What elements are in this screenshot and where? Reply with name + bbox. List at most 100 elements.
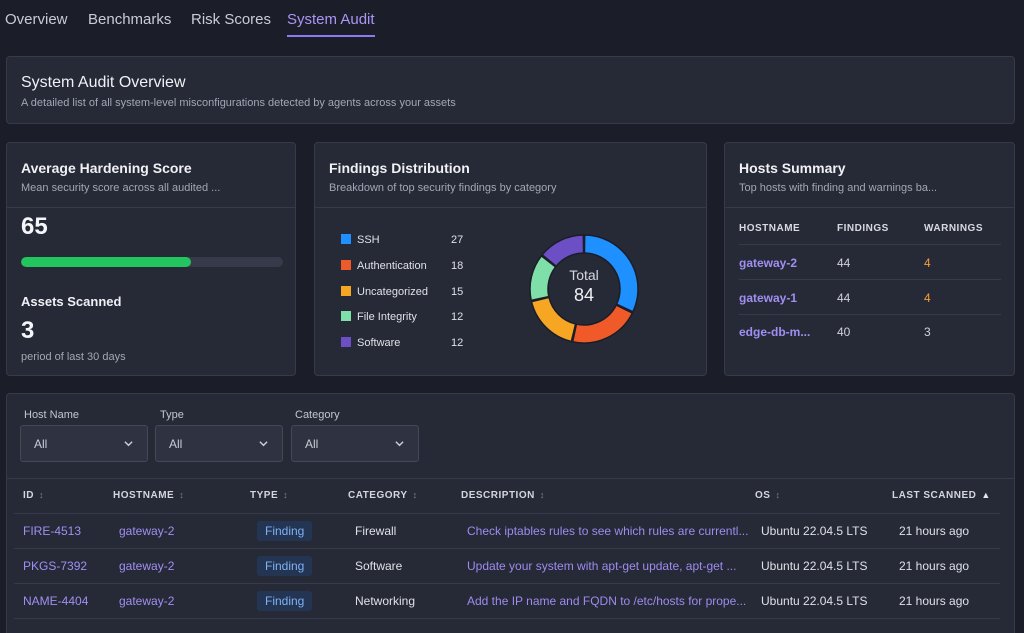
sort-icon: ↕ [283,490,289,500]
tab-risk-scores[interactable]: Risk Scores [191,11,272,28]
filter-host-select[interactable]: All [20,425,148,462]
row-last-scanned: 21 hours ago [899,524,970,538]
donut-slice-software[interactable] [541,234,585,268]
filter-type-value: All [169,437,183,451]
legend-count: 18 [451,260,464,272]
row-divider [14,583,1000,584]
col-os-header[interactable]: OS ↕ [755,490,781,501]
row-divider [14,548,1000,549]
findings-donut-chart [529,234,639,344]
donut-slice-uncategorized[interactable] [530,296,577,343]
legend-swatch [341,234,351,244]
findings-subtitle: Breakdown of top security findings by ca… [329,182,557,194]
filter-type-select[interactable]: All [155,425,283,462]
legend-label: SSH [357,234,380,246]
legend-label: Software [357,337,401,349]
tab-overview[interactable]: Overview [5,11,68,28]
col-hostname-header[interactable]: HOSTNAME ↕ [113,490,185,501]
active-tab-indicator [287,35,375,37]
filter-host-label: Host Name [24,409,80,421]
row-description[interactable]: Add the IP name and FQDN to /etc/hosts f… [467,594,747,608]
tab-system-audit[interactable]: System Audit [287,11,375,28]
sort-asc-icon: ▲ [981,490,991,500]
host-findings: 44 [837,256,851,270]
row-last-scanned: 21 hours ago [899,559,970,573]
host-link[interactable]: edge-db-m... [739,325,811,339]
donut-slice-file-integrity[interactable] [529,254,557,302]
legend-item-file-integrity: File Integrity 12 [341,311,463,323]
legend-swatch [341,337,351,347]
row-host-link[interactable]: gateway-2 [119,559,175,573]
host-link[interactable]: gateway-2 [739,256,798,270]
chevron-down-icon [124,441,133,447]
legend-count: 12 [451,337,464,349]
type-badge: Finding [257,556,313,576]
row-category: Firewall [355,524,397,538]
col-findings-header: FINDINGS [837,223,889,234]
host-warnings: 3 [924,325,931,339]
legend-label: Authentication [357,260,427,272]
hardening-progress-fill [21,257,192,267]
host-link[interactable]: gateway-1 [739,291,798,305]
donut-slice-ssh[interactable] [583,234,639,313]
row-divider [739,314,1001,315]
page-title: System Audit Overview [21,74,186,91]
sort-icon: ↕ [39,490,44,500]
row-host-link[interactable]: gateway-2 [119,524,175,538]
legend-count: 27 [451,234,464,246]
row-description[interactable]: Check iptables rules to see which rules … [467,524,749,538]
divider [7,207,295,208]
legend-swatch [341,286,351,296]
type-badge: Finding [257,521,313,541]
tab-benchmarks[interactable]: Benchmarks [88,11,172,28]
host-warnings: 4 [924,256,931,270]
host-warnings: 4 [924,291,931,305]
assets-value: 3 [21,317,35,344]
hosts-subtitle: Top hosts with finding and warnings ba..… [739,182,938,194]
findings-title: Findings Distribution [329,160,470,176]
row-divider [739,279,1001,280]
divider [315,207,706,208]
hardening-score: 65 [21,213,48,240]
legend-swatch [341,260,351,270]
legend-swatch [341,311,351,321]
row-os: Ubuntu 22.04.5 LTS [761,524,868,538]
divider [725,207,1014,208]
row-host-link[interactable]: gateway-2 [119,594,175,608]
row-divider [14,618,1000,619]
col-category-header[interactable]: CATEGORY ↕ [348,490,418,501]
findings-card: Findings Distribution Breakdown of top s… [314,142,707,376]
row-id-link[interactable]: FIRE-4513 [23,524,82,538]
row-description[interactable]: Update your system with apt-get update, … [467,559,737,573]
legend-count: 15 [451,286,464,298]
hosts-title: Hosts Summary [739,160,846,176]
col-warnings-header: WARNINGS [924,223,983,234]
row-divider [739,244,1001,245]
col-id-header[interactable]: ID ↕ [23,490,44,501]
overview-card: System Audit Overview A detailed list of… [6,56,1015,124]
chevron-down-icon [395,441,404,447]
donut-total-label: Total [569,267,599,283]
sort-icon: ↕ [179,490,185,500]
row-id-link[interactable]: NAME-4404 [23,594,89,608]
legend-item-authentication: Authentication 18 [341,260,463,272]
col-description-header[interactable]: DESCRIPTION ↕ [461,490,545,501]
legend-item-ssh: SSH 27 [341,234,463,246]
legend-item-uncategorized: Uncategorized 15 [341,286,463,298]
legend-label: File Integrity [357,311,417,323]
donut-slice-authentication[interactable] [571,304,634,344]
legend-count: 12 [451,311,464,323]
col-last-scanned-header[interactable]: LAST SCANNED ▲ [892,490,991,501]
hosts-summary-card: Hosts Summary Top hosts with finding and… [724,142,1015,376]
sort-icon: ↕ [775,490,781,500]
filter-category-select[interactable]: All [291,425,419,462]
host-findings: 40 [837,325,851,339]
row-id-link[interactable]: PKGS-7392 [23,559,88,573]
legend-item-software: Software 12 [341,337,463,349]
col-type-header[interactable]: TYPE ↕ [250,490,289,501]
assets-note: period of last 30 days [21,351,126,363]
host-findings: 44 [837,291,851,305]
hardening-card: Average Hardening Score Mean security sc… [6,142,296,376]
tab-bar: Overview Benchmarks Risk Scores System A… [0,0,1024,40]
assets-title: Assets Scanned [21,294,122,309]
